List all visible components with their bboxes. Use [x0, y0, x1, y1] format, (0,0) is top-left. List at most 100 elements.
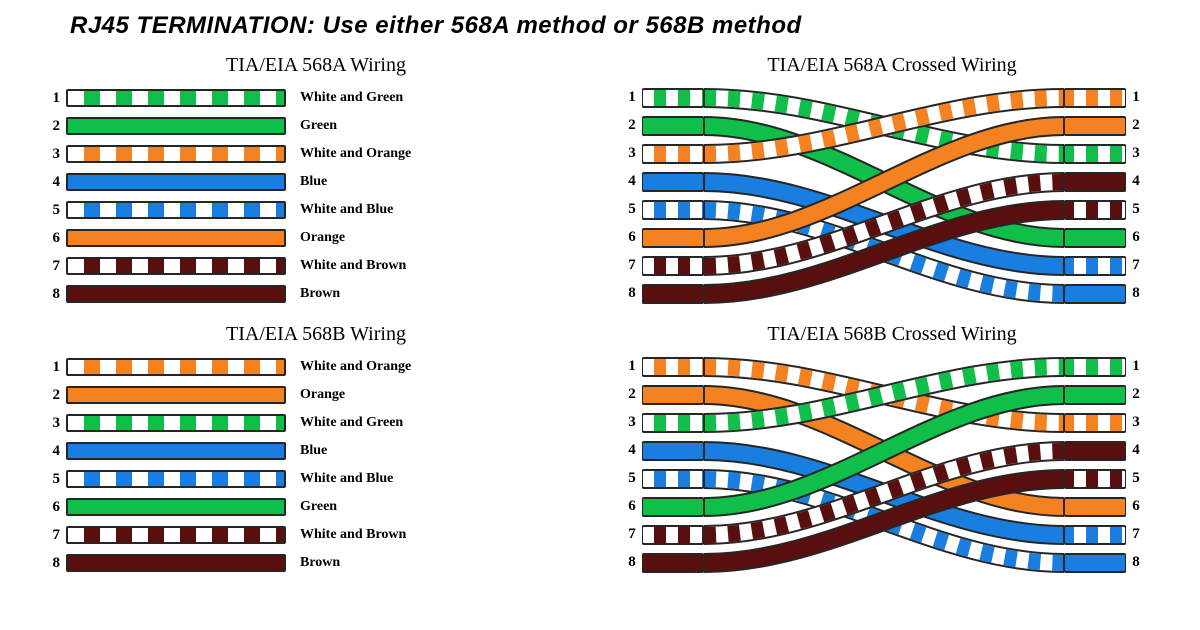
wire-rows-568a: 1White and Green2Green3White and Orange4…: [48, 87, 584, 305]
pin-number-left: 5: [624, 201, 640, 218]
wire-stub-right: [1064, 145, 1126, 163]
wire-stub-left: [642, 414, 704, 432]
wire-row: 5White and Blue: [48, 468, 584, 490]
wire-stub-right: [1064, 285, 1126, 303]
pin-number-right: 2: [1128, 117, 1144, 134]
wire-stub-left: [642, 145, 704, 163]
wire-bar: [66, 173, 286, 191]
wire-row: 6 Green: [48, 496, 584, 518]
pin-number-right: 5: [1128, 470, 1144, 487]
pin-number: 7: [48, 258, 66, 275]
wire-label: White and Green: [286, 90, 403, 106]
wire-stub-left: [642, 386, 704, 404]
pin-number-left: 6: [624, 498, 640, 515]
pin-number-right: 6: [1128, 229, 1144, 246]
wire-row: 1White and Orange: [48, 356, 584, 378]
pin-number-right: 5: [1128, 201, 1144, 218]
wire-label: Blue: [286, 443, 327, 459]
wire-stub-left: [642, 554, 704, 572]
wire-label: White and Green: [286, 415, 403, 431]
wire-stub-left: [642, 470, 704, 488]
pin-number: 3: [48, 415, 66, 432]
wire-bar: [66, 498, 286, 516]
wire-stub-left: [642, 442, 704, 460]
pin-number-left: 8: [624, 285, 640, 302]
wire-stub-right: [1064, 173, 1126, 191]
pin-number: 4: [48, 443, 66, 460]
wire-stub-right: [1064, 386, 1126, 404]
wire-bar: [66, 358, 286, 376]
wire-bar: [66, 386, 286, 404]
pin-number-left: 2: [624, 386, 640, 403]
wire-bar: [66, 554, 286, 572]
pin-number-right: 7: [1128, 257, 1144, 274]
pin-number-right: 7: [1128, 526, 1144, 543]
pin-number-right: 3: [1128, 145, 1144, 162]
wire-stub-right: [1064, 526, 1126, 544]
wire-bar: [66, 117, 286, 135]
panel-568b-straight: TIA/EIA 568B Wiring 1White and Orange2Or…: [48, 317, 584, 586]
wire-row: 3 White and Green: [48, 412, 584, 434]
wire-row: 5White and Blue: [48, 199, 584, 221]
wire-bar: [66, 285, 286, 303]
panel-568b-crossed: TIA/EIA 568B Crossed Wiring 112233445566…: [624, 317, 1160, 586]
wire-stub-right: [1064, 414, 1126, 432]
wire-stub-left: [642, 526, 704, 544]
wire-label: White and Blue: [286, 471, 393, 487]
pin-number-right: 1: [1128, 89, 1144, 106]
pin-number: 3: [48, 146, 66, 163]
wire-label: White and Brown: [286, 258, 406, 274]
wire-stub-left: [642, 173, 704, 191]
pin-number: 7: [48, 527, 66, 544]
pin-number-right: 6: [1128, 498, 1144, 515]
pin-number-right: 2: [1128, 386, 1144, 403]
wire-label: Green: [286, 499, 337, 515]
wire-stub-right: [1064, 117, 1126, 135]
page-title: RJ45 TERMINATION: Use either 568A method…: [0, 0, 1200, 48]
wire-bar: [66, 442, 286, 460]
wire-stub-left: [642, 285, 704, 303]
wire-row: 2Green: [48, 115, 584, 137]
pin-number: 6: [48, 230, 66, 247]
pin-number-left: 4: [624, 442, 640, 459]
wire-stub-left: [642, 201, 704, 219]
wire-label: Brown: [286, 555, 340, 571]
panel-568a-crossed: TIA/EIA 568A Crossed Wiring 112233445566…: [624, 48, 1160, 317]
pin-number: 5: [48, 202, 66, 219]
pin-number-right: 1: [1128, 358, 1144, 375]
pin-number-left: 3: [624, 145, 640, 162]
wire-label: Green: [286, 118, 337, 134]
wire-stub-left: [642, 498, 704, 516]
wire-stub-left: [642, 229, 704, 247]
pin-number-left: 7: [624, 257, 640, 274]
panel-568a-straight: TIA/EIA 568A Wiring 1White and Green2Gre…: [48, 48, 584, 317]
wire-stub-right: [1064, 89, 1126, 107]
pin-number-left: 2: [624, 117, 640, 134]
wire-label: White and Brown: [286, 527, 406, 543]
cross-diagram-568a: 1122334455667788: [624, 87, 1144, 317]
cross-svg: [642, 356, 1126, 586]
wire-bar: [66, 89, 286, 107]
wire-rows-568b: 1White and Orange2Orange3White and Green…: [48, 356, 584, 574]
pin-number-right: 4: [1128, 173, 1144, 190]
pin-number-left: 6: [624, 229, 640, 246]
panel-title: TIA/EIA 568B Crossed Wiring: [624, 323, 1160, 346]
wire-row: 7 White and Brown: [48, 524, 584, 546]
panel-title: TIA/EIA 568A Crossed Wiring: [624, 54, 1160, 77]
pin-number: 6: [48, 499, 66, 516]
pin-number: 4: [48, 174, 66, 191]
wire-stub-right: [1064, 257, 1126, 275]
wire-stub-left: [642, 89, 704, 107]
wire-label: Blue: [286, 174, 327, 190]
wire-label: Orange: [286, 230, 345, 246]
wire-row: 4 Blue: [48, 171, 584, 193]
cross-diagram-568b: 1122334455667788: [624, 356, 1144, 586]
pin-number: 2: [48, 387, 66, 404]
wire-stub-right: [1064, 498, 1126, 516]
pin-number-left: 1: [624, 358, 640, 375]
pin-number-right: 8: [1128, 554, 1144, 571]
pin-number-right: 3: [1128, 414, 1144, 431]
wire-bar: [66, 470, 286, 488]
wire-row: 6 Orange: [48, 227, 584, 249]
wire-bar: [66, 145, 286, 163]
